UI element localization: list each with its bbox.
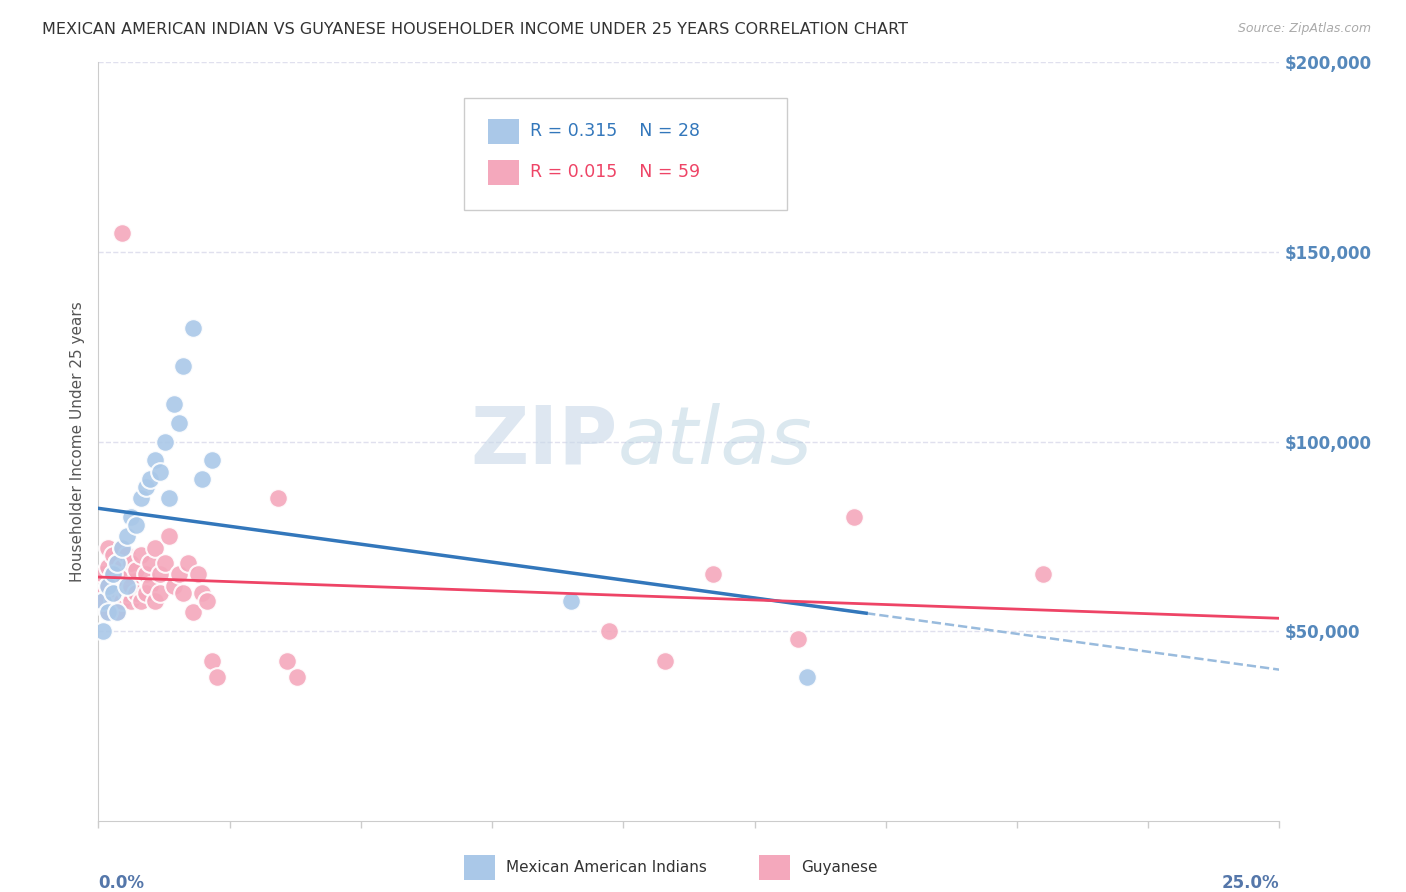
Point [157,491,180,506]
Point [91,586,114,600]
Point [101,567,124,582]
Point [149,465,172,479]
Point [139,556,162,570]
Point [111,579,134,593]
Point [172,359,194,373]
Point [111,541,134,555]
Point [201,655,224,669]
Point [153,434,176,449]
Point [105,556,128,570]
Point [105,574,128,589]
Point [143,453,166,467]
Text: Mexican American Indians: Mexican American Indians [506,860,707,874]
Point [105,594,128,608]
Point [101,586,124,600]
Point [97,605,120,619]
Point [91,624,114,639]
Point [105,605,128,619]
Point [125,517,148,532]
Point [129,594,152,608]
Point [105,556,128,570]
Point [163,579,186,593]
Point [129,548,152,563]
Point [129,491,152,506]
Point [139,579,162,593]
Point [163,396,186,410]
Point [135,586,157,600]
Point [101,548,124,563]
Point [181,605,204,619]
Point [172,586,194,600]
Text: Source: ZipAtlas.com: Source: ZipAtlas.com [1237,22,1371,36]
Point [205,669,228,683]
Point [101,567,124,582]
Point [187,567,209,582]
Point [111,226,134,240]
Point [167,567,190,582]
Text: R = 0.315    N = 28: R = 0.315 N = 28 [530,122,700,140]
Point [115,586,138,600]
Point [139,473,162,487]
Point [115,567,138,582]
Point [111,559,134,574]
Point [157,529,180,543]
Point [121,510,143,524]
Point [125,564,148,578]
Y-axis label: Householder Income Under 25 years: Householder Income Under 25 years [69,301,84,582]
Point [181,320,204,334]
Point [105,605,128,619]
Text: 0.0%: 0.0% [98,874,145,892]
Point [135,480,157,494]
Point [121,556,143,570]
Point [598,624,620,639]
Point [267,491,290,506]
Point [111,541,134,555]
Point [91,594,114,608]
Point [844,510,866,524]
Point [97,559,120,574]
Point [560,594,582,608]
Text: Guyanese: Guyanese [801,860,877,874]
Text: atlas: atlas [619,402,813,481]
Point [97,579,120,593]
Point [153,556,176,570]
Text: 25.0%: 25.0% [1222,874,1279,892]
Point [121,579,143,593]
Text: ZIP: ZIP [471,402,619,481]
Point [125,586,148,600]
Point [101,586,124,600]
Point [97,605,120,619]
Point [796,669,818,683]
Point [195,594,218,608]
Point [149,567,172,582]
Point [97,579,120,593]
Point [167,416,190,430]
Point [786,632,808,646]
Point [177,556,200,570]
Text: MEXICAN AMERICAN INDIAN VS GUYANESE HOUSEHOLDER INCOME UNDER 25 YEARS CORRELATIO: MEXICAN AMERICAN INDIAN VS GUYANESE HOUS… [42,22,908,37]
Point [111,594,134,608]
Point [135,567,157,582]
Point [101,594,124,608]
Point [1032,567,1054,582]
Point [285,669,308,683]
Point [121,594,143,608]
Point [143,594,166,608]
Point [654,655,676,669]
Point [201,453,224,467]
Point [191,473,214,487]
Point [115,579,138,593]
Text: R = 0.015    N = 59: R = 0.015 N = 59 [530,163,700,181]
Point [149,586,172,600]
Point [91,567,114,582]
Point [115,548,138,563]
Point [115,529,138,543]
Point [143,541,166,555]
Point [702,567,724,582]
Point [276,655,298,669]
Point [91,594,114,608]
Point [97,541,120,555]
Point [191,586,214,600]
